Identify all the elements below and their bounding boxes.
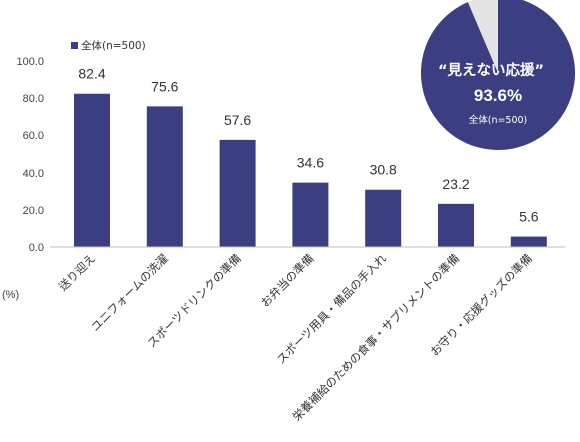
value-label: 82.4 <box>78 66 105 82</box>
value-label: 5.6 <box>519 209 539 225</box>
y-tick-label: 60.0 <box>23 130 44 142</box>
legend-label: 全体(n=500) <box>81 39 146 52</box>
y-tick-label: 100.0 <box>16 56 44 68</box>
bar <box>219 139 256 247</box>
y-tick-label: 0.0 <box>29 242 44 254</box>
bar <box>365 189 402 247</box>
unit-label: (%) <box>2 289 19 301</box>
value-label: 75.6 <box>151 78 178 94</box>
bar <box>510 236 547 247</box>
value-label: 34.6 <box>297 155 324 171</box>
value-label: 23.2 <box>442 176 469 192</box>
value-label: 57.6 <box>224 112 251 128</box>
pie-slice-main <box>421 0 575 150</box>
pie-percent-label: 93.6% <box>474 86 522 105</box>
bar <box>146 106 183 247</box>
bar <box>74 93 110 248</box>
value-label: 30.8 <box>370 162 397 178</box>
category-label: ユニフォームの洗濯 <box>88 251 171 334</box>
bar <box>292 182 329 247</box>
y-tick-label: 20.0 <box>23 205 44 217</box>
pie-sublabel: 全体(n=500) <box>469 114 528 126</box>
legend-swatch <box>71 42 78 49</box>
category-label: 栄養補給のための食事・サプリメントの準備 <box>290 251 463 424</box>
category-label: 送り迎え <box>56 251 98 293</box>
y-tick-label: 40.0 <box>23 168 44 180</box>
y-tick-label: 80.0 <box>23 93 44 105</box>
pie-title: “見えない応援” <box>438 61 544 79</box>
bar <box>438 203 474 247</box>
bar-series <box>74 93 547 248</box>
category-label: お弁当の準備 <box>258 251 317 310</box>
pie-chart: “見えない応援” 93.6% 全体(n=500) <box>421 0 575 150</box>
